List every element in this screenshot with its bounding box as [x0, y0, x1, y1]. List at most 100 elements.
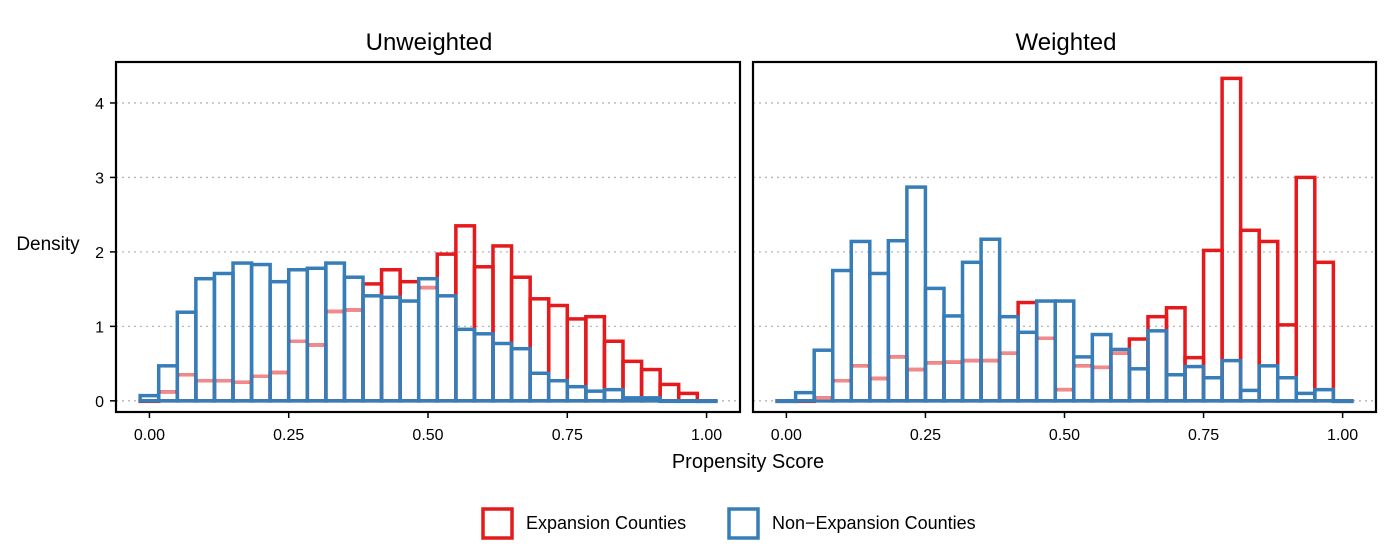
non-expansion-bar [621, 396, 644, 403]
expansion-bar [584, 314, 607, 403]
non-expansion-bar [1294, 391, 1317, 403]
non-expansion-bar [324, 261, 347, 403]
expansion-bar [268, 370, 291, 403]
expansion-bar [1109, 351, 1132, 403]
non-expansion-bar [812, 348, 835, 403]
expansion-bar [509, 275, 532, 403]
non-expansion-bar [1331, 399, 1354, 404]
expansion-bar [175, 373, 198, 403]
expansion-bar [942, 360, 965, 403]
non-expansion-bar [1164, 373, 1187, 403]
non-expansion-bar [156, 364, 180, 403]
non-expansion-bar [509, 346, 532, 403]
non-expansion-bar [1016, 330, 1039, 403]
non-expansion-bar [1183, 364, 1206, 403]
expansion-bar [416, 285, 440, 403]
non-expansion-bar [1072, 355, 1095, 403]
expansion-bar [491, 244, 514, 403]
non-expansion-bar [886, 238, 909, 403]
panel-weighted: 0.00 0.25 0.50 0.75 1.00 [751, 60, 1378, 444]
expansion-bar [305, 343, 328, 403]
y-tick-label: 1 [95, 319, 104, 336]
expansion-bar [997, 351, 1020, 403]
x-tick-label: 0.00 [771, 427, 802, 444]
non-expansion-bar [435, 294, 458, 403]
non-expansion-bar [1034, 299, 1057, 403]
non-expansion-bar [960, 260, 983, 403]
non-expansion-bar [491, 341, 514, 403]
non-expansion-bar [1127, 367, 1150, 403]
non-expansion-bar [1275, 375, 1299, 403]
panel-border [114, 60, 742, 414]
non-expansion-bar [249, 262, 272, 403]
expansion-bar [886, 355, 909, 403]
x-tick-label: 0.75 [552, 427, 583, 444]
non-expansion-bar [1053, 299, 1076, 403]
x-tick-label: 0.25 [273, 427, 304, 444]
y-axis-label: Density [16, 234, 80, 255]
non-expansion-bar [1201, 375, 1224, 403]
x-tick-label: 0.50 [1049, 427, 1080, 444]
expansion-bar [979, 358, 1002, 403]
expansion-bar [565, 317, 588, 403]
x-tick-label: 1.00 [1327, 427, 1358, 444]
non-expansion-bar [305, 266, 328, 403]
legend: Expansion Counties Non−Expansion Countie… [481, 507, 976, 540]
non-expansion-bar [268, 279, 291, 403]
expansion-bar [286, 339, 310, 403]
non-expansion-bar [923, 286, 946, 403]
expansion-bar [231, 380, 254, 403]
non-expansion-bar [138, 393, 161, 403]
non-expansion-bar [416, 276, 440, 403]
x-tick-label: 1.00 [691, 427, 722, 444]
legend-label-non-expansion: Non−Expansion Counties [772, 513, 976, 533]
expansion-bar [1257, 239, 1280, 403]
non-expansion-bar [398, 299, 421, 403]
non-expansion-bar [546, 378, 570, 403]
non-expansion-bar [849, 239, 872, 403]
expansion-bar [1016, 300, 1039, 403]
non-expansion-bar [1109, 347, 1132, 403]
non-expansion-bar [997, 314, 1020, 403]
non-expansion-bar [454, 327, 477, 403]
expansion-bar [1238, 228, 1261, 403]
non-expansion-bar [342, 275, 365, 403]
expansion-bar [905, 367, 928, 403]
non-expansion-bar [361, 294, 384, 403]
non-expansion-bar [676, 399, 700, 404]
expansion-bar [1164, 305, 1187, 403]
non-expansion-bar [194, 276, 217, 403]
legend-label-expansion: Expansion Counties [526, 513, 686, 533]
expansion-bar [1090, 365, 1113, 403]
y-tick-label: 4 [95, 96, 104, 113]
y-tick-label: 2 [95, 245, 104, 262]
non-expansion-bar [1146, 329, 1169, 403]
panel-border [751, 60, 1378, 414]
expansion-bar [923, 361, 946, 403]
expansion-bar [546, 303, 570, 403]
expansion-bar [602, 339, 625, 403]
panel-unweighted: 0 1 2 3 4 0.00 0.25 0.50 0.75 1.00 [95, 60, 742, 444]
panel-title-unweighted: Unweighted [366, 29, 493, 56]
x-tick-label: 0.50 [412, 427, 443, 444]
expansion-bar [1313, 260, 1336, 403]
non-expansion-bar [775, 399, 798, 404]
expansion-bar [1183, 355, 1206, 403]
expansion-bar [212, 378, 235, 403]
non-expansion-bar [602, 387, 625, 403]
non-expansion-bar [528, 371, 551, 403]
x-tick-label: 0.25 [910, 427, 941, 444]
expansion-bar [528, 297, 551, 403]
non-expansion-bar [979, 237, 1002, 403]
legend-swatch-expansion [481, 507, 514, 540]
expansion-bar [658, 382, 681, 403]
non-expansion-bar [1313, 387, 1336, 403]
expansion-bar [1072, 364, 1095, 403]
expansion-bar [379, 268, 402, 403]
expansion-bar [249, 374, 272, 403]
y-tick-label: 3 [95, 170, 104, 187]
non-expansion-bar [1220, 358, 1243, 403]
non-expansion-bar [379, 295, 402, 403]
non-expansion-bar [1238, 388, 1261, 403]
